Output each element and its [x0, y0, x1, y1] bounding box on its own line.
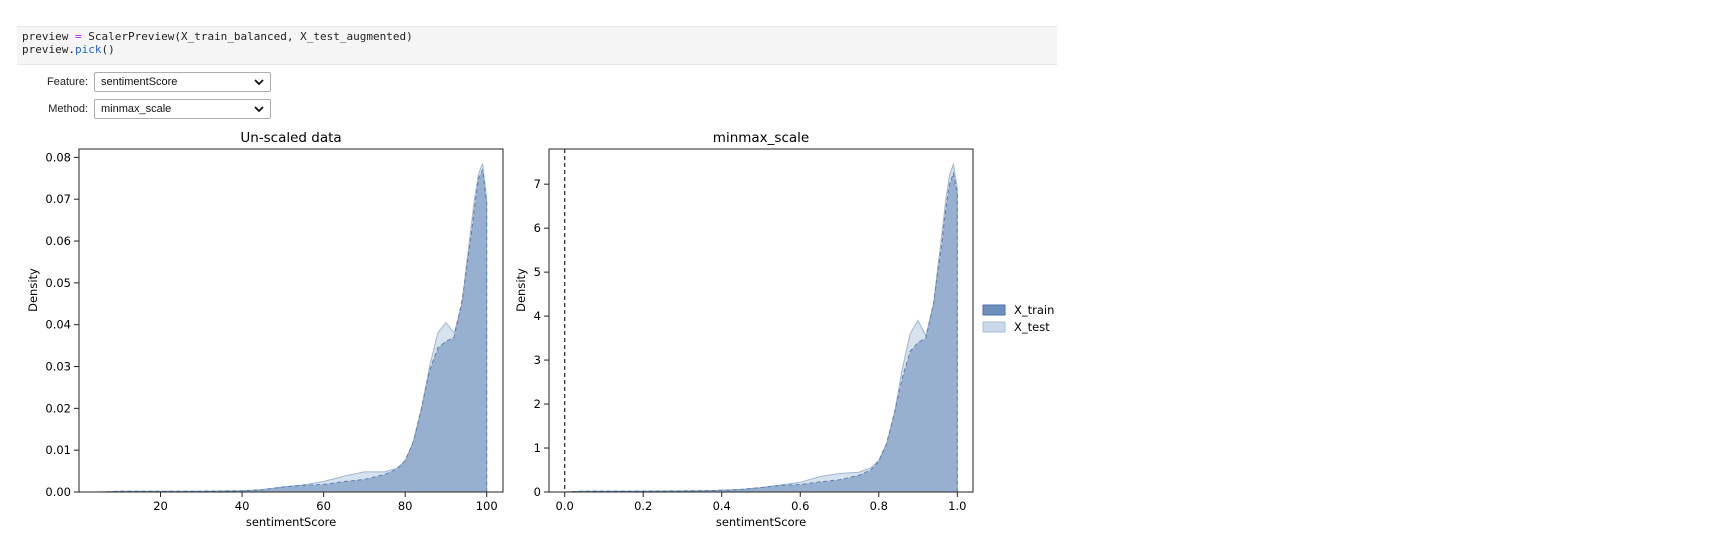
x-tick-label: 0.2 — [634, 499, 652, 513]
y-tick-label: 4 — [534, 309, 541, 323]
legend-swatch-train — [982, 304, 1006, 316]
x-tick-label: 0.4 — [713, 499, 731, 513]
y-tick-label: 1 — [534, 441, 541, 455]
code-cell[interactable]: preview = ScalerPreview(X_train_balanced… — [17, 26, 1057, 65]
y-tick-label: 2 — [534, 397, 541, 411]
y-tick-label: 0.04 — [45, 318, 71, 332]
chevron-down-icon — [254, 79, 264, 86]
y-tick-label: 0 — [534, 485, 541, 499]
y-tick-label: 0.06 — [45, 234, 71, 248]
code-expression: ScalerPreview(X_train_balanced, X_test_a… — [88, 30, 413, 43]
chart-unscaled: Un-scaled data 0.000.010.020.030.040.050… — [26, 130, 504, 529]
method-widget: Method: minmax_scale — [40, 99, 271, 119]
x-tick-label: 20 — [153, 499, 168, 513]
code-call-parens: () — [101, 43, 115, 56]
chart-areas — [99, 163, 488, 493]
charts-figure: Un-scaled data 0.000.010.020.030.040.050… — [26, 130, 1054, 529]
code-operator: = — [68, 30, 89, 43]
y-tick-label: 0.00 — [45, 485, 71, 499]
x-axis-ticks: 20 40 60 80 100 — [153, 492, 498, 513]
x-tick-label: 0.0 — [556, 499, 574, 513]
y-axis-ticks: 0 1 2 3 4 5 6 7 — [534, 177, 549, 499]
code-line-1: preview = ScalerPreview(X_train_balanced… — [22, 30, 413, 43]
method-select[interactable]: minmax_scale — [94, 99, 271, 119]
code-object: preview. — [22, 43, 75, 56]
x-tick-label: 80 — [398, 499, 413, 513]
feature-select[interactable]: sentimentScore — [94, 72, 271, 92]
x-axis-label: sentimentScore — [246, 515, 336, 529]
y-axis-label: Density — [514, 268, 528, 312]
plot-frame — [548, 148, 974, 493]
density-area-x-train — [564, 171, 958, 493]
x-tick-label: 40 — [235, 499, 250, 513]
method-select-value: minmax_scale — [101, 103, 172, 115]
chart-areas — [564, 162, 958, 493]
x-tick-label: 0.8 — [870, 499, 888, 513]
legend-label-test: X_test — [1014, 320, 1050, 334]
y-tick-label: 0.01 — [45, 443, 71, 457]
y-tick-label: 0.07 — [45, 192, 71, 206]
x-axis-ticks: 0.0 0.2 0.4 0.6 0.8 1.0 — [556, 492, 966, 513]
y-axis-ticks: 0.00 0.01 0.02 0.03 0.04 0.05 0.06 0.07 0.08 — [45, 150, 79, 499]
y-tick-label: 7 — [534, 177, 541, 191]
legend: X_train X_test — [982, 303, 1054, 334]
x-tick-label: 60 — [316, 499, 331, 513]
legend-swatch-test — [982, 321, 1006, 333]
method-label: Method: — [48, 103, 88, 115]
y-tick-label: 6 — [534, 221, 541, 235]
y-tick-label: 0.05 — [45, 276, 71, 290]
plot-frame — [78, 148, 504, 493]
code-var: preview — [22, 30, 69, 43]
code-line-2: preview.pick() — [22, 43, 115, 56]
code-function: pick — [74, 43, 102, 56]
x-tick-label: 0.6 — [791, 499, 809, 513]
x-tick-label: 100 — [476, 499, 498, 513]
feature-widget: Feature: sentimentScore — [40, 72, 271, 92]
chart-minmax: minmax_scale 0 1 2 3 4 5 6 7 0.0 0.2 0.4 0.6 0.8 1.0… — [514, 130, 974, 529]
density-area-x-train — [99, 168, 488, 493]
chevron-down-icon — [254, 106, 264, 113]
chart-title: Un-scaled data — [240, 130, 341, 146]
y-tick-label: 0.08 — [45, 150, 71, 164]
y-tick-label: 0.02 — [45, 401, 71, 415]
y-tick-label: 0.03 — [45, 360, 71, 374]
y-axis-label: Density — [26, 268, 40, 312]
chart-title: minmax_scale — [713, 130, 809, 146]
y-tick-label: 3 — [534, 353, 541, 367]
legend-label-train: X_train — [1014, 303, 1054, 317]
x-tick-label: 1.0 — [948, 499, 966, 513]
y-tick-label: 5 — [534, 265, 541, 279]
x-axis-label: sentimentScore — [716, 515, 806, 529]
feature-select-value: sentimentScore — [101, 76, 178, 88]
feature-label: Feature: — [47, 76, 88, 88]
